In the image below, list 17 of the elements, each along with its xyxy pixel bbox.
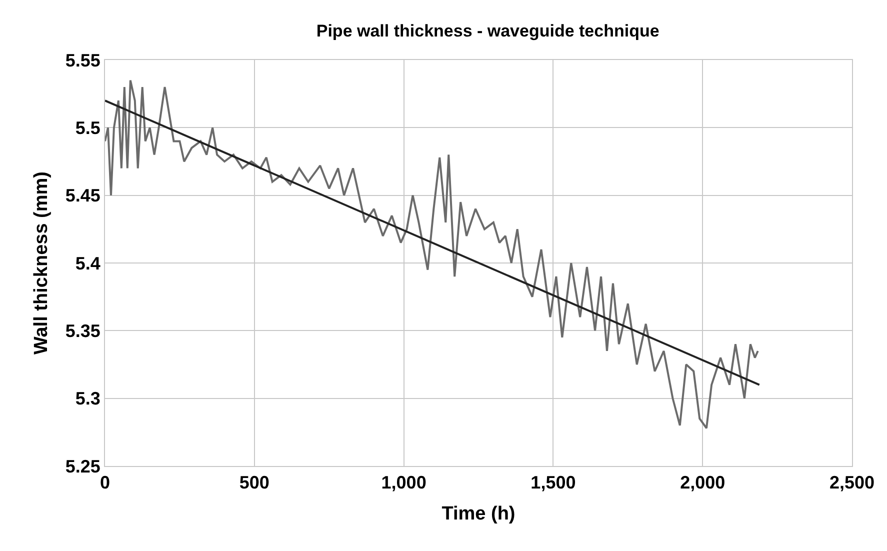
y-tick-label: 5.3 [75, 388, 100, 409]
x-tick-label: 1,000 [381, 472, 426, 493]
chart-title: Pipe wall thickness - waveguide technique [316, 22, 660, 41]
x-tick-label: 0 [100, 472, 110, 493]
x-tick-label: 1,500 [530, 472, 576, 493]
y-tick-label: 5.25 [65, 456, 100, 476]
y-tick-label: 5.55 [65, 50, 100, 70]
y-tick-label: 5.35 [65, 320, 100, 341]
y-axis-title: Wall thickness (mm) [31, 171, 52, 355]
x-tick-label: 2,500 [829, 472, 875, 493]
y-tick-label: 5.4 [75, 253, 100, 274]
line-series [105, 79, 759, 430]
x-tick-label: 2,000 [680, 472, 726, 493]
y-tick-label: 5.45 [65, 186, 100, 206]
x-axis-title: Time (h) [442, 503, 516, 524]
x-tick-label: 500 [239, 472, 270, 493]
y-tick-label: 5.5 [75, 118, 100, 138]
